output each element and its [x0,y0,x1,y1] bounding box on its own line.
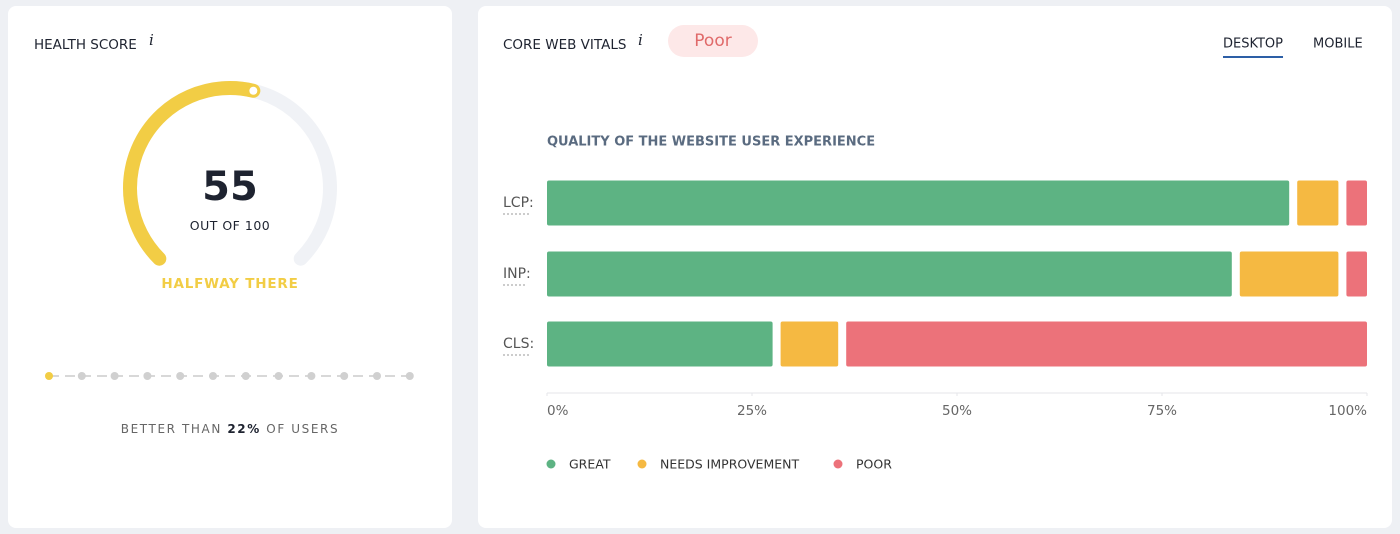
chart-title: QUALITY OF THE WEBSITE USER EXPERIENCE [547,135,875,150]
y-tick-label: LCP: [503,195,534,211]
timeline-dot [241,372,250,380]
legend-dot[interactable] [546,459,556,469]
legend-dot[interactable] [637,459,647,469]
score-value: 55 [202,164,258,210]
gauge-knob [249,86,258,95]
health-title: HEALTH SCORE [34,37,137,53]
health-card [8,6,452,528]
tab[interactable]: DESKTOP [1223,37,1283,52]
out-of: OUT OF [190,218,241,233]
better-suffix: OF USERS [266,422,339,436]
score-status: HALFWAY THERE [161,276,298,292]
badge-bg [668,25,758,57]
gauge-arc [123,81,261,266]
legend-label[interactable]: GREAT [569,457,611,472]
y-tick-label: INP: [503,266,531,282]
x-tick-label: 100% [1328,403,1367,419]
bar-segment [547,251,1232,297]
x-tick-label: 0% [547,403,569,419]
timeline-dot [110,372,119,380]
timeline-dot [373,372,381,380]
bar-segment [1239,251,1339,297]
bar-segment [1346,251,1367,297]
bar-segment [1297,180,1339,226]
info-icon[interactable]: i [638,31,643,49]
legend-dot[interactable] [833,459,843,469]
timeline-dot [209,372,217,380]
x-tick-label: 75% [1147,403,1177,419]
timeline-dot [45,372,53,380]
score-max: OUT OF 100 [190,218,270,233]
timeline-dot [176,372,185,380]
bar-segment [780,321,839,367]
badge: Poor [694,31,731,51]
x-tick-label: 50% [942,403,972,419]
timeline-dot [405,372,414,380]
tab[interactable]: MOBILE [1313,37,1363,52]
bar-segment [547,321,773,367]
bar-segment [846,321,1367,367]
legend-label[interactable]: POOR [856,457,892,472]
better-than: BETTER THAN 22% OF USERS [121,422,339,436]
timeline-dot [274,372,283,380]
better-value: 22% [227,422,261,436]
info-icon[interactable]: i [149,31,154,49]
timeline-dot [143,372,152,380]
vitals-title: CORE WEB VITALS [503,37,626,53]
better-prefix: BETTER THAN [121,422,222,436]
max-value: 100 [245,218,270,233]
x-tick-label: 25% [737,403,767,419]
timeline-dot [77,372,86,380]
legend-label[interactable]: NEEDS IMPROVEMENT [660,457,799,472]
y-tick-label: CLS: [503,336,534,352]
bar-segment [547,180,1290,226]
bar-segment [1346,180,1367,226]
timeline-dot [340,372,349,380]
timeline-dot [307,372,316,380]
